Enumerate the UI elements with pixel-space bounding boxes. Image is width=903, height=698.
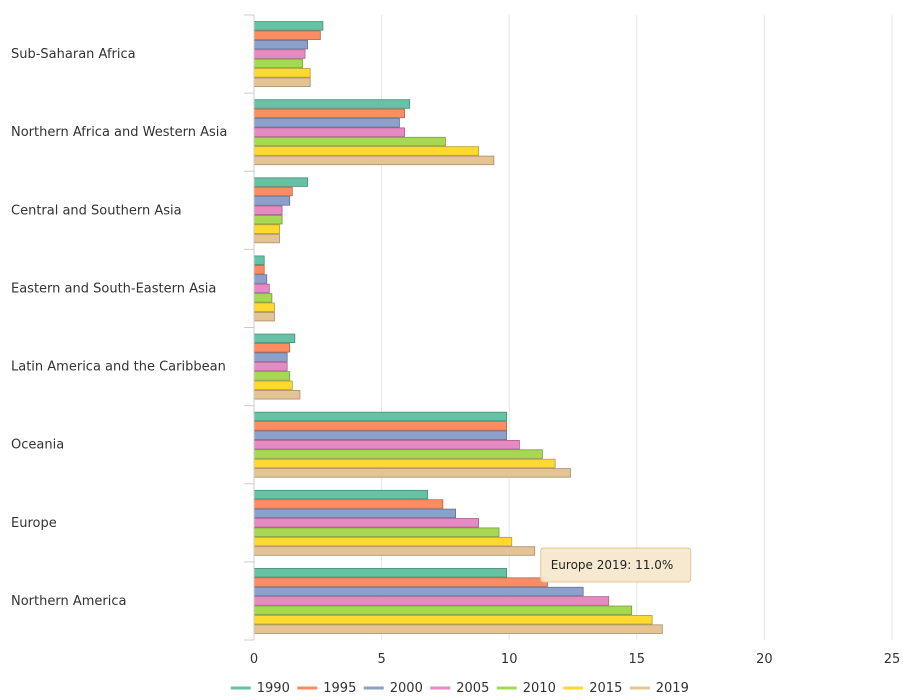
- bar[interactable]: [253, 293, 273, 303]
- bar[interactable]: [253, 624, 663, 634]
- bar[interactable]: [253, 136, 446, 147]
- bar[interactable]: [253, 568, 508, 578]
- bar[interactable]: [253, 186, 293, 197]
- bar[interactable]: [253, 108, 405, 119]
- bar[interactable]: [253, 233, 280, 244]
- legend-label: 2015: [589, 681, 622, 696]
- bar[interactable]: [253, 499, 444, 509]
- legend-label: 1995: [323, 681, 356, 696]
- x-tick-label: 25: [884, 652, 901, 667]
- bar[interactable]: [253, 118, 400, 128]
- x-tick-label: 5: [377, 652, 385, 667]
- legend-item[interactable]: 1995: [297, 681, 356, 696]
- legend-item[interactable]: 1990: [230, 681, 290, 696]
- bar[interactable]: [253, 458, 556, 469]
- bar[interactable]: [253, 352, 288, 362]
- bar[interactable]: [253, 283, 270, 294]
- bar[interactable]: [253, 489, 428, 500]
- bar[interactable]: [253, 390, 301, 400]
- bar[interactable]: [253, 21, 324, 31]
- bar[interactable]: [253, 430, 508, 440]
- bars: [253, 21, 663, 634]
- bar[interactable]: [253, 577, 548, 587]
- bar[interactable]: [253, 58, 303, 69]
- legend-item[interactable]: 2000: [363, 681, 423, 696]
- bar[interactable]: [253, 546, 536, 556]
- category-label: Oceania: [11, 438, 64, 453]
- bar[interactable]: [253, 361, 288, 372]
- bar[interactable]: [253, 586, 584, 597]
- category-label: Sub-Saharan Africa: [11, 47, 136, 62]
- bar[interactable]: [253, 343, 291, 353]
- bar[interactable]: [253, 449, 543, 459]
- bar[interactable]: [253, 215, 283, 225]
- legend-item[interactable]: 2015: [563, 681, 622, 696]
- category-label: Northern Africa and Western Asia: [11, 125, 227, 140]
- x-tick-labels: 0 5 10 15 20 25: [250, 652, 900, 667]
- legend-label: 2010: [523, 681, 556, 696]
- bar[interactable]: [253, 527, 500, 537]
- bar[interactable]: [253, 439, 520, 450]
- bar[interactable]: [253, 196, 291, 206]
- bar[interactable]: [253, 274, 268, 284]
- bar[interactable]: [253, 146, 479, 156]
- legend-label: 1990: [257, 681, 290, 696]
- bar[interactable]: [253, 421, 508, 431]
- category-labels: Sub-Saharan Africa Northern Africa and We…: [11, 47, 227, 609]
- bar[interactable]: [253, 49, 306, 59]
- legend-label: 2000: [390, 681, 423, 696]
- bar[interactable]: [253, 302, 275, 312]
- legend-label: 2019: [656, 681, 689, 696]
- bar[interactable]: [253, 605, 633, 616]
- bar[interactable]: [253, 205, 283, 216]
- bar[interactable]: [253, 177, 308, 187]
- tooltip-text: Europe 2019: 11.0%: [551, 558, 674, 572]
- category-label: Europe: [11, 516, 57, 531]
- bar[interactable]: [253, 77, 311, 87]
- legend-label: 2005: [456, 681, 489, 696]
- bar[interactable]: [253, 264, 265, 275]
- bar[interactable]: [253, 615, 653, 625]
- bar[interactable]: [253, 536, 513, 547]
- bar[interactable]: [253, 333, 296, 344]
- legend-item[interactable]: 2005: [430, 681, 489, 696]
- category-label: Latin America and the Caribbean: [11, 360, 226, 375]
- tooltip-box: [540, 547, 692, 583]
- x-tick-label: 0: [250, 652, 258, 667]
- bar[interactable]: [253, 30, 321, 40]
- bar[interactable]: [253, 411, 508, 422]
- category-label: Central and Southern Asia: [11, 203, 182, 218]
- bar[interactable]: [253, 371, 291, 381]
- bar[interactable]: [253, 255, 265, 265]
- bar[interactable]: [253, 311, 275, 322]
- bar[interactable]: [253, 596, 610, 606]
- bar[interactable]: [253, 68, 311, 78]
- bar[interactable]: [253, 518, 479, 528]
- bar[interactable]: [253, 127, 405, 137]
- category-label: Eastern and South-Eastern Asia: [11, 281, 216, 296]
- tooltip: Europe 2019: 11.0%: [540, 547, 692, 583]
- legend-item[interactable]: 2019: [629, 681, 689, 696]
- bar[interactable]: [253, 468, 571, 478]
- axes: [244, 14, 255, 641]
- x-tick-label: 10: [501, 652, 518, 667]
- bar[interactable]: [253, 99, 411, 109]
- category-label: Northern America: [11, 594, 126, 609]
- x-tick-label: 20: [756, 652, 773, 667]
- bar[interactable]: [253, 380, 293, 391]
- bar[interactable]: [253, 39, 308, 50]
- legend-item[interactable]: 2010: [496, 681, 556, 696]
- bar[interactable]: [253, 508, 457, 519]
- bar[interactable]: [253, 155, 495, 166]
- legend: 1990 1995 2000 2005 2010 2015 2019: [230, 681, 689, 696]
- bar[interactable]: [253, 224, 280, 234]
- x-tick-label: 15: [629, 652, 646, 667]
